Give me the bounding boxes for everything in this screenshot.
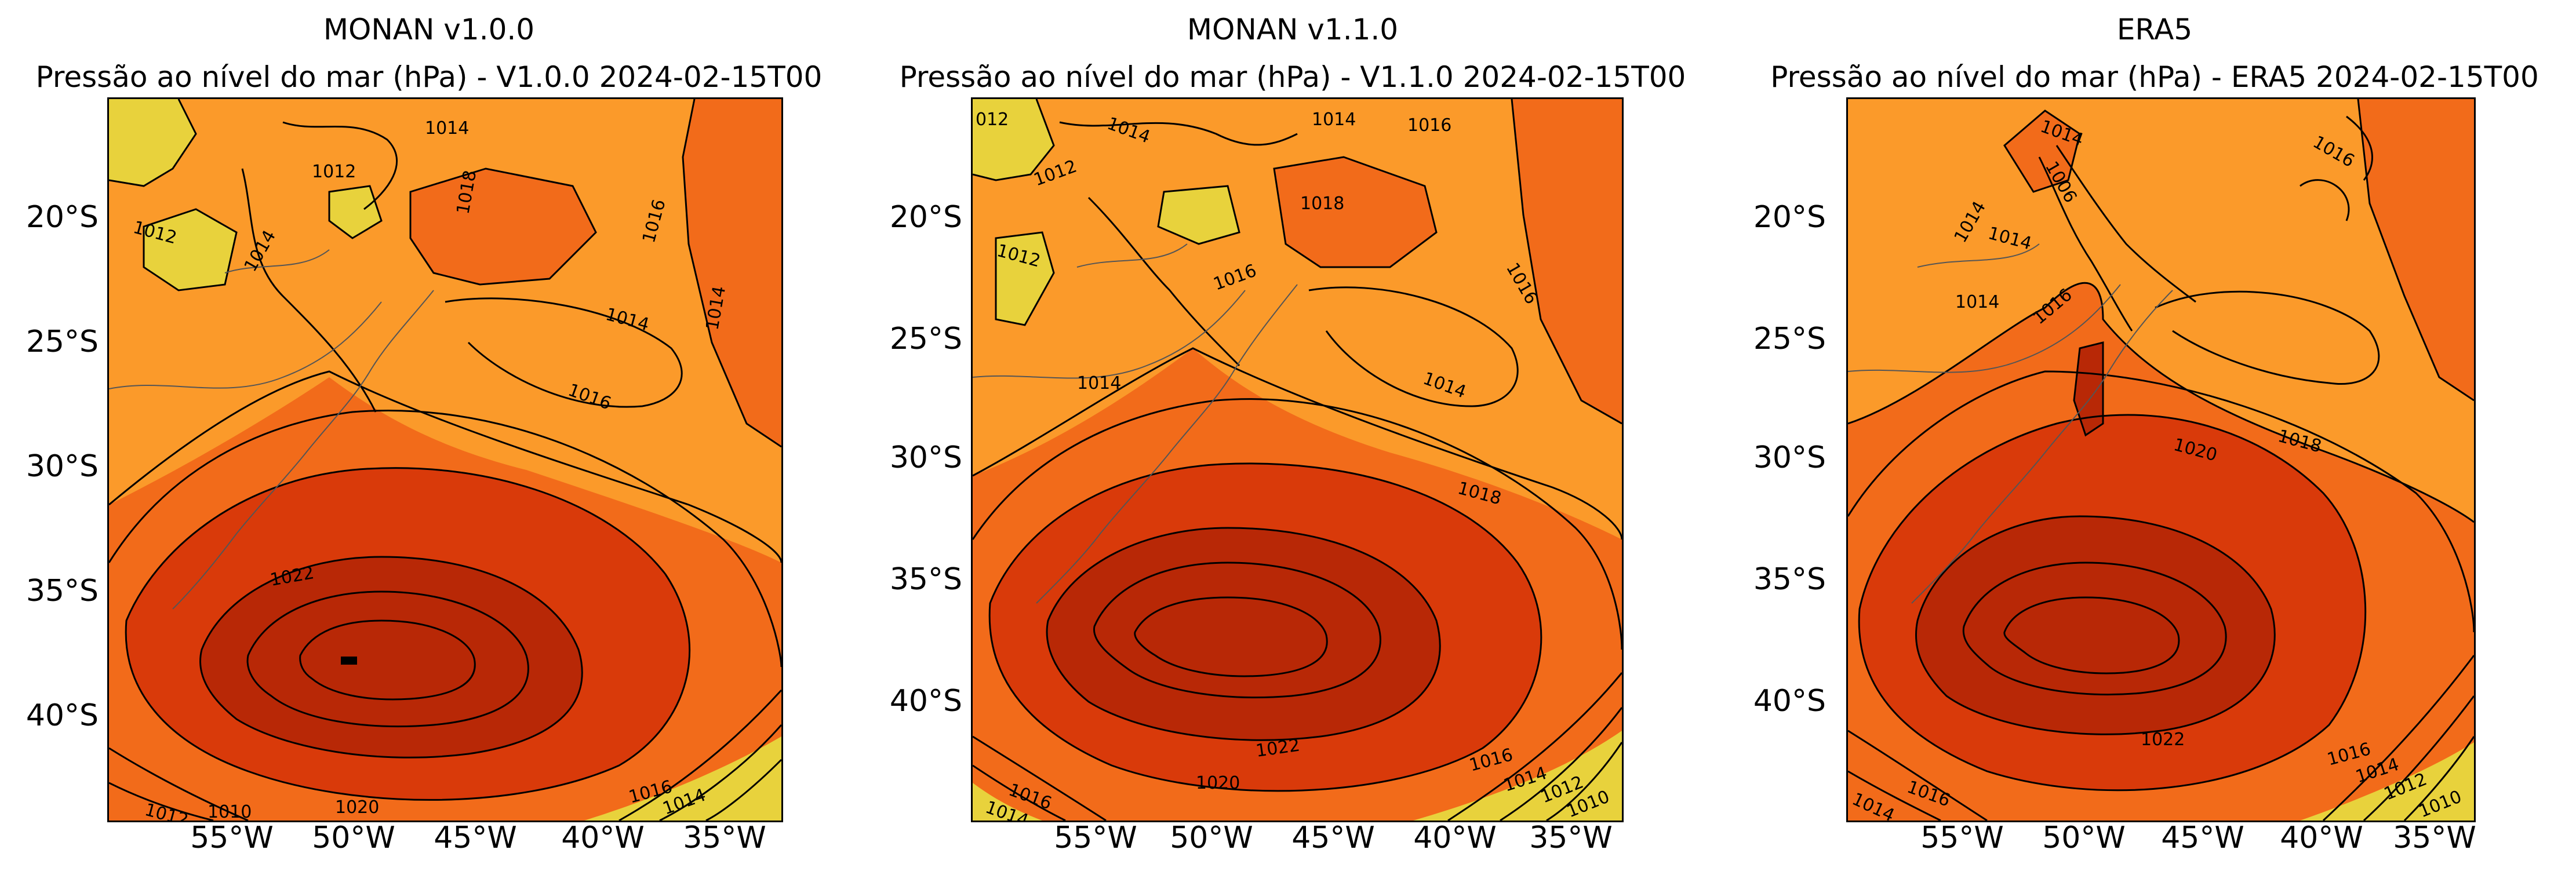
contour-label: 1020 (335, 797, 379, 818)
lon-tick-label: 55°W (1054, 821, 1137, 855)
panel-title: ERA5 (2116, 13, 2193, 46)
lon-tick-label: 50°W (312, 821, 395, 855)
contour-label: 1020 (1196, 773, 1240, 793)
lat-tick-label: 35°S (889, 562, 962, 597)
band-mid (683, 99, 781, 447)
band-darkest (200, 557, 583, 758)
band-lightest (584, 736, 781, 821)
contour-label: 1014 (1077, 373, 1121, 393)
panel-monan-v100: MONAN v1.0.0 Pressão ao nível do mar (hP… (0, 0, 858, 886)
lon-tick-label: 35°W (683, 821, 766, 855)
lat-tick-label: 20°S (889, 200, 962, 235)
panel-title: MONAN v1.0.0 (323, 13, 535, 46)
coastline-borders (973, 243, 1298, 604)
band-light (2155, 291, 2379, 384)
lon-tick-label: 40°W (1413, 821, 1497, 855)
isobars (109, 99, 781, 821)
contour-label: 1014 (1312, 110, 1356, 130)
panel-era5: ERA5 Pressão ao nível do mar (hPa) - ERA… (1733, 0, 2576, 886)
panel-title: MONAN v1.1.0 (1187, 13, 1399, 46)
lon-tick-label: 50°W (1170, 821, 1253, 855)
band-mid (410, 169, 596, 285)
lon-tick-label: 50°W (2042, 821, 2126, 855)
contour-label: 1014 (425, 118, 469, 138)
band-lightest (973, 783, 1042, 821)
band-lightest (1158, 186, 1239, 244)
lat-tick-label: 40°S (1753, 684, 1826, 719)
band-lightest (2300, 742, 2474, 821)
lat-tick-label: 30°S (889, 440, 962, 475)
lon-tick-label: 35°W (2393, 821, 2476, 855)
panel-subtitle: Pressão ao nível do mar (hPa) - ERA5 202… (1770, 60, 2539, 94)
high-center-marker (341, 657, 357, 665)
band-darkest (1916, 516, 2275, 735)
lon-tick-label: 40°W (2280, 821, 2363, 855)
coastline-borders (109, 249, 434, 610)
lat-tick-label: 35°S (26, 574, 99, 608)
band-light (1309, 287, 1518, 406)
band-lightest (109, 99, 196, 186)
lon-tick-label: 55°W (190, 821, 274, 855)
band-light (445, 298, 682, 407)
pressure-map: 012 1014 1014 1016 1012 1018 1012 1016 1… (971, 97, 1624, 822)
band-darkest (2074, 342, 2103, 435)
lat-tick-label: 25°S (1753, 322, 1826, 356)
lon-tick-label: 45°W (434, 821, 517, 855)
lat-tick-label: 30°S (26, 449, 99, 484)
lat-tick-label: 25°S (26, 324, 99, 359)
contour-label: 1022 (2141, 730, 2185, 750)
band-lightest (973, 99, 1054, 180)
isobars (973, 99, 1622, 821)
band-lightest (329, 186, 381, 238)
panel-monan-v110: MONAN v1.1.0 Pressão ao nível do mar (hP… (864, 0, 1722, 886)
lat-tick-label: 40°S (26, 698, 99, 733)
lon-tick-label: 45°W (1291, 821, 1375, 855)
panel-subtitle: Pressão ao nível do mar (hPa) - V1.0.0 2… (35, 60, 823, 94)
lon-tick-label: 45°W (2161, 821, 2244, 855)
lat-tick-label: 30°S (1753, 440, 1826, 475)
band-lightest (996, 232, 1054, 325)
lat-tick-label: 20°S (1753, 200, 1826, 235)
lat-tick-label: 40°S (889, 684, 962, 719)
lon-tick-label: 35°W (1529, 821, 1613, 855)
band-lightest (144, 209, 237, 290)
pressure-map: 1014 1006 1016 1014 1014 1014 1016 1020 … (1846, 97, 2476, 822)
band-mid (1274, 157, 1436, 267)
contour-label: 1016 (1407, 115, 1451, 136)
band-darkest (1047, 528, 1440, 741)
lat-tick-label: 25°S (889, 322, 962, 356)
contour-label: 1018 (1300, 194, 1344, 214)
lat-tick-label: 35°S (1753, 562, 1826, 597)
lon-tick-label: 55°W (1920, 821, 2004, 855)
contour-label: 1012 (312, 162, 356, 182)
contour-label: 1014 (1955, 292, 1999, 312)
isobars (1848, 99, 2474, 821)
lat-tick-label: 20°S (26, 200, 99, 235)
contour-label: 012 (976, 110, 1009, 130)
band-lightest (1413, 731, 1622, 821)
panel-subtitle: Pressão ao nível do mar (hPa) - V1.1.0 2… (899, 60, 1686, 94)
band-mid (2358, 99, 2474, 400)
band-mid (2004, 111, 2080, 192)
lon-tick-label: 40°W (561, 821, 645, 855)
contour-label: 1010 (208, 802, 252, 821)
band-mid (1512, 99, 1622, 424)
coastline-borders (1848, 243, 2173, 604)
pressure-map: 1014 1012 1018 1016 1014 1012 1014 1014 … (107, 97, 783, 822)
